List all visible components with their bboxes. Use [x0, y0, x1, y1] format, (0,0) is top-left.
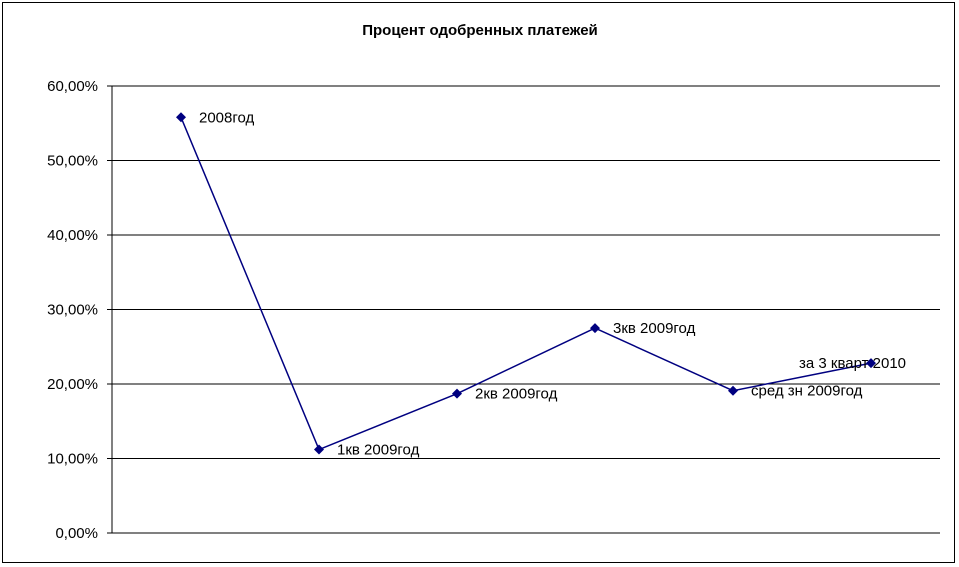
y-tick-label: 30,00%: [47, 302, 98, 319]
y-axis-ticks: 0,00% 10,00% 20,00% 30,00% 40,00% 50,00% 60,00…: [47, 78, 112, 542]
data-labels: 2008год 1кв 2009год 2кв 2009год 3кв 2009год…: [199, 109, 906, 458]
y-tick-label: 0,00%: [55, 525, 98, 542]
series-line: [180, 117, 872, 451]
data-label: 2кв 2009год: [475, 386, 558, 403]
data-label: сред зн 2009год: [751, 383, 863, 400]
y-tick-label: 10,00%: [47, 451, 98, 468]
y-tick-label: 50,00%: [47, 153, 98, 170]
y-tick-label: 60,00%: [47, 78, 98, 95]
data-label: 3кв 2009год: [613, 320, 696, 337]
data-point: [314, 444, 324, 455]
gridlines: [112, 85, 940, 534]
data-label: за 3 кварт 2010: [799, 355, 906, 372]
data-label: 1кв 2009год: [337, 442, 420, 459]
data-point: [866, 358, 876, 369]
data-point: [176, 112, 186, 123]
data-point: [590, 323, 600, 334]
data-point: [452, 388, 462, 399]
data-markers: [176, 112, 876, 455]
data-point: [728, 385, 738, 396]
data-label: 2008год: [199, 109, 255, 126]
y-tick-label: 40,00%: [47, 227, 98, 244]
y-tick-label: 20,00%: [47, 376, 98, 393]
chart-title: Процент одобренных платежей: [362, 22, 598, 39]
